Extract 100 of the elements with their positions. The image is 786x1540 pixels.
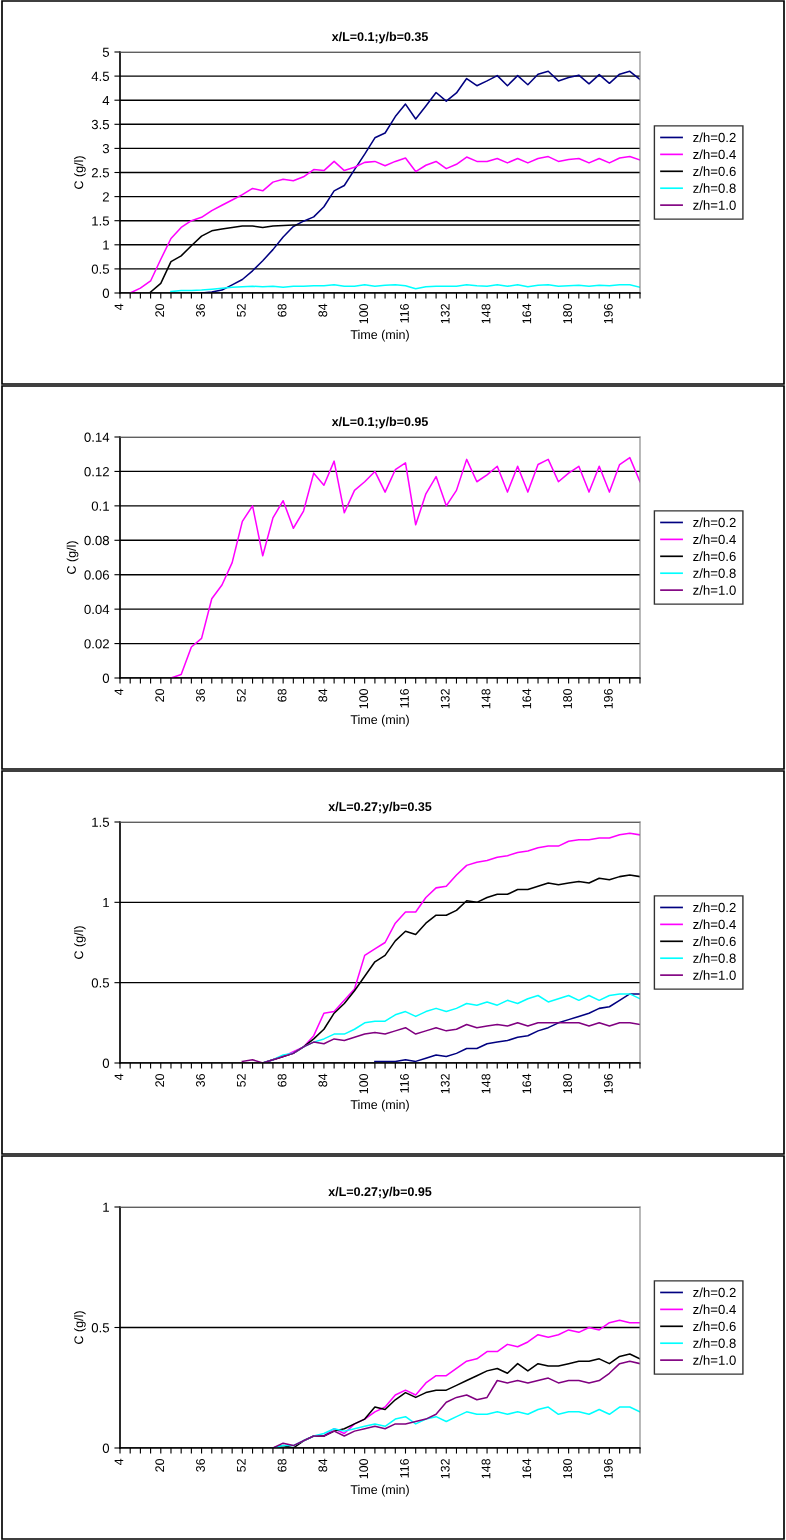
x-tick-label: 148 <box>481 303 491 324</box>
x-tick-label: 116 <box>399 688 409 708</box>
x-tick-label: 180 <box>563 303 572 324</box>
legend-label: z/h=1.0 <box>693 970 736 980</box>
legend-label: z/h=0.6 <box>693 936 736 947</box>
x-tick-label: 84 <box>318 303 328 317</box>
legend-label: z/h=0.2 <box>693 132 736 143</box>
x-tick-label: 132 <box>440 304 450 324</box>
legend-label: z/h=0.6 <box>693 1321 736 1332</box>
line-series <box>170 284 640 293</box>
x-tick-label: 116 <box>399 1073 409 1093</box>
x-tick-label: 116 <box>399 1458 409 1478</box>
y-axis-title: C (g/l) <box>66 541 79 574</box>
y-tick-label: 0.06 <box>84 570 110 580</box>
y-tick-label: 1 <box>103 1202 109 1212</box>
legend-label: z/h=0.8 <box>693 1338 736 1348</box>
x-tick-label: 196 <box>603 688 613 709</box>
x-tick-label: 84 <box>318 1073 328 1087</box>
x-tick-label: 148 <box>481 688 491 709</box>
y-axis-title: C (g/l) <box>74 1311 86 1344</box>
x-tick-label: 164 <box>522 688 532 709</box>
x-tick-label: 164 <box>522 1458 532 1479</box>
legend-label: z/h=1.0 <box>693 585 736 595</box>
line-series <box>323 1319 640 1437</box>
y-tick-label: 0 <box>102 1058 110 1068</box>
x-tick-label: 52 <box>236 304 246 317</box>
x-tick-label: 196 <box>603 1073 613 1094</box>
y-tick-label: 0.04 <box>84 604 110 615</box>
line-series <box>170 456 640 678</box>
x-axis-title: Time (min) <box>350 714 409 727</box>
x-tick-label: 36 <box>196 303 205 317</box>
x-tick-label: 180 <box>563 1073 572 1094</box>
x-tick-label: 132 <box>440 689 450 709</box>
x-axis-title: Time (min) <box>350 1099 409 1112</box>
x-tick-label: 20 <box>155 1458 165 1472</box>
legend-label: z/h=1.0 <box>693 200 736 210</box>
x-tick-label: 52 <box>236 1459 246 1472</box>
legend-label: z/h=0.6 <box>693 551 736 562</box>
legend-label: z/h=0.6 <box>693 166 736 177</box>
x-axis-title: Time (min) <box>350 329 409 342</box>
x-tick-label: 52 <box>236 689 246 702</box>
y-tick-label: 3 <box>102 143 109 154</box>
y-tick-label: 0.02 <box>84 639 109 649</box>
y-tick-label: 0 <box>102 1443 110 1453</box>
x-tick-label: 4 <box>114 303 124 311</box>
x-tick-label: 164 <box>522 303 532 324</box>
y-tick-label: 0.08 <box>84 535 110 546</box>
x-tick-label: 132 <box>440 1459 450 1479</box>
x-tick-label: 196 <box>603 303 613 324</box>
x-tick-label: 36 <box>196 1073 205 1087</box>
y-tick-label: 3.5 <box>91 119 110 130</box>
legend-label: z/h=0.4 <box>693 534 736 545</box>
x-tick-label: 4 <box>114 1073 124 1081</box>
x-tick-label: 196 <box>603 1458 613 1479</box>
line-series <box>374 993 640 1063</box>
legend-label: z/h=0.2 <box>693 902 736 913</box>
x-tick-label: 20 <box>155 303 165 317</box>
x-tick-label: 148 <box>481 1458 491 1479</box>
y-tick-label: 0 <box>102 288 110 298</box>
y-tick-label: 0.14 <box>84 432 110 442</box>
legend-label: z/h=1.0 <box>693 1355 736 1365</box>
x-tick-label: 20 <box>155 1073 165 1087</box>
y-tick-label: 1 <box>103 240 109 250</box>
x-tick-label: 4 <box>114 1458 124 1466</box>
y-tick-label: 0.5 <box>91 1323 110 1333</box>
legend-label: z/h=0.8 <box>693 953 736 963</box>
x-tick-label: 100 <box>359 688 369 709</box>
x-tick-label: 20 <box>155 688 165 702</box>
chart-title: x/L=0.1;y/b=0.35 <box>331 31 428 44</box>
y-tick-label: 4.5 <box>91 71 110 82</box>
x-tick-label: 68 <box>277 1073 287 1087</box>
chart-title: x/L=0.27;y/b=0.95 <box>328 1186 432 1199</box>
legend-label: z/h=0.4 <box>693 149 736 160</box>
x-tick-label: 36 <box>196 688 205 702</box>
x-tick-label: 52 <box>236 1074 246 1087</box>
x-tick-label: 148 <box>481 1073 491 1094</box>
legend-label: z/h=0.8 <box>693 183 736 193</box>
legend-label: z/h=0.4 <box>693 1304 736 1315</box>
legend-label: z/h=0.4 <box>693 919 736 930</box>
y-tick-label: 4 <box>102 95 110 105</box>
x-tick-label: 180 <box>563 1458 572 1479</box>
x-axis-title: Time (min) <box>350 1484 409 1497</box>
y-tick-label: 2.5 <box>91 168 110 178</box>
line-series <box>241 1022 640 1063</box>
y-tick-label: 0.12 <box>84 467 109 477</box>
x-tick-label: 84 <box>318 1458 328 1472</box>
y-tick-label: 1 <box>103 898 109 908</box>
x-tick-label: 116 <box>399 303 409 323</box>
y-tick-label: 1.5 <box>92 817 110 827</box>
y-tick-label: 2 <box>102 192 109 202</box>
legend-label: z/h=0.2 <box>693 1287 736 1298</box>
legend-label: z/h=0.2 <box>693 517 736 528</box>
x-tick-label: 36 <box>196 1458 205 1472</box>
x-tick-label: 84 <box>318 688 328 702</box>
x-tick-label: 164 <box>522 1073 532 1094</box>
x-tick-label: 68 <box>277 303 287 317</box>
y-tick-label: 0 <box>102 673 110 683</box>
x-tick-label: 100 <box>359 1458 369 1479</box>
chart-title: x/L=0.1;y/b=0.95 <box>331 416 428 429</box>
chart-title: x/L=0.27;y/b=0.35 <box>328 801 432 814</box>
